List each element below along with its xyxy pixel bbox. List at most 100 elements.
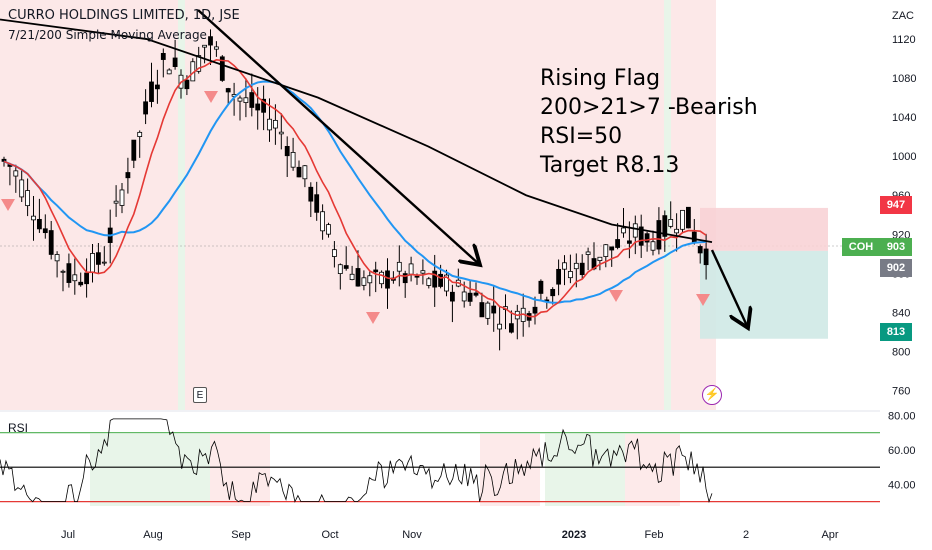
candle-body — [42, 228, 48, 234]
candle-body — [237, 97, 243, 102]
candle-body — [467, 292, 473, 302]
candle-body — [25, 190, 31, 207]
background-shading — [0, 0, 716, 506]
candle-body — [284, 146, 290, 157]
annotation-line-4: Target R8.13 — [540, 153, 680, 178]
candle-body — [662, 215, 668, 237]
rsi-pane — [0, 418, 880, 504]
candle-body — [302, 165, 308, 180]
moving-averages — [0, 18, 713, 318]
candle-body — [550, 289, 556, 297]
candle-body — [691, 231, 697, 243]
prev-price-badge: 902 — [880, 259, 912, 277]
candle-body — [54, 254, 60, 262]
price-tick-label: 800 — [892, 346, 910, 358]
candle-body — [579, 262, 585, 276]
candle-body — [125, 172, 131, 179]
earnings-marker[interactable]: E — [193, 387, 207, 403]
candle-body — [184, 79, 190, 90]
downtrend-arrow[interactable] — [197, 9, 480, 265]
time-tick-label: Jul — [61, 529, 75, 541]
rsi-shade — [480, 434, 540, 506]
target-zone[interactable] — [700, 250, 828, 339]
rsi-shade — [210, 434, 270, 506]
candle-body — [225, 88, 231, 93]
candle-body — [31, 215, 36, 221]
price-tick-label: 1080 — [892, 73, 916, 85]
candle-body — [331, 249, 337, 257]
candle-body — [508, 323, 514, 333]
analysis-annotation[interactable]: Rising Flag 200>21>7 -Bearish RSI=50 Tar… — [540, 64, 758, 180]
candle-body — [615, 239, 620, 248]
candle-body — [272, 119, 278, 129]
candle-body — [432, 270, 438, 288]
time-tick-label: Feb — [645, 529, 664, 541]
candle-body — [255, 103, 261, 111]
candle-body — [13, 170, 19, 177]
candle-body — [573, 262, 579, 270]
candle-body — [367, 275, 373, 284]
rsi-tick-label: 80.00 — [888, 410, 916, 422]
sma21-line — [3, 80, 707, 304]
rsi-shade — [625, 434, 680, 506]
stop-loss-zone[interactable] — [700, 207, 828, 251]
candle-body — [213, 46, 219, 50]
bearish-background — [0, 0, 716, 410]
candle-body — [461, 291, 467, 302]
candle-body — [208, 36, 213, 46]
candle-body — [48, 230, 54, 255]
time-tick-label: Oct — [321, 529, 338, 541]
bullish-stripe — [664, 0, 671, 410]
candle-body — [290, 151, 296, 168]
candle-body — [638, 226, 644, 246]
candlesticks — [1, 29, 709, 351]
candle-body — [160, 53, 166, 60]
candle-body — [408, 263, 414, 275]
candle-body — [585, 251, 591, 255]
time-tick-label: 2023 — [562, 529, 586, 541]
candle-body — [143, 101, 149, 115]
candle-body — [414, 275, 420, 278]
time-tick-label: Sep — [231, 529, 251, 541]
candle-body — [202, 44, 208, 48]
candle-body — [650, 241, 656, 251]
candle-body — [556, 268, 561, 285]
indicator-title: 7/21/200 Simple Moving Average — [8, 28, 207, 42]
time-tick-label: Nov — [402, 529, 422, 541]
candle-body — [485, 302, 491, 319]
candle-body — [449, 291, 455, 302]
candle-body — [119, 189, 125, 206]
target-projection-arrow[interactable] — [710, 249, 748, 328]
price-tick-label: 760 — [892, 385, 910, 397]
annotation-line-1: Rising Flag — [540, 66, 661, 91]
candle-body — [19, 179, 25, 198]
candle-body — [385, 270, 390, 289]
candle-body — [532, 306, 538, 314]
candle-body — [674, 228, 679, 234]
risk-reward-zones[interactable] — [700, 207, 828, 339]
candle-body — [609, 246, 615, 251]
candle-body — [278, 131, 284, 135]
time-tick-label: 2 — [743, 529, 749, 541]
candle-body — [355, 268, 361, 287]
candle-body — [402, 273, 408, 284]
candle-body — [72, 274, 78, 282]
ticker-badge: COH — [842, 238, 880, 256]
price-tick-label: 840 — [892, 307, 910, 319]
candle-body — [154, 84, 160, 90]
candle-body — [656, 220, 662, 250]
annotation-line-3: RSI=50 — [540, 124, 623, 149]
candle-body — [373, 269, 379, 273]
trend-drawings[interactable] — [197, 9, 748, 328]
candle-body — [60, 270, 66, 273]
flash-icon[interactable]: ⚡ — [702, 385, 722, 405]
rsi-line — [0, 418, 713, 504]
candle-body — [261, 98, 267, 113]
stop-price-badge: 947 — [880, 196, 912, 214]
candle-body — [172, 57, 178, 67]
candle-body — [444, 274, 449, 292]
candle-body — [166, 69, 172, 75]
candle-body — [131, 139, 137, 161]
candle-body — [326, 224, 331, 235]
